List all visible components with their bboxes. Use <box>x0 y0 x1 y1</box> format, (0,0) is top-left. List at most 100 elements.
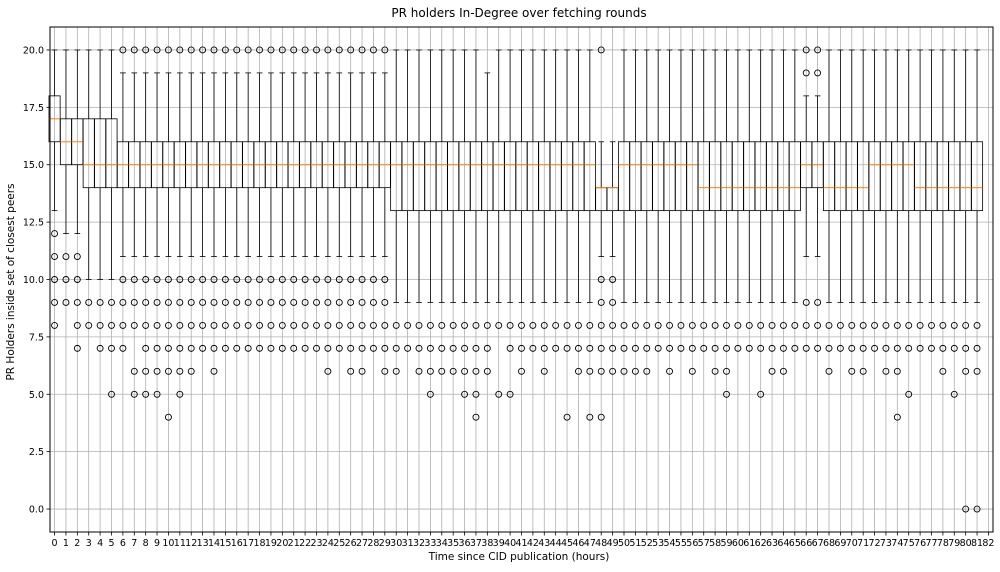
flier <box>723 321 730 329</box>
flier <box>108 344 115 352</box>
flier <box>483 367 491 375</box>
flier <box>278 299 286 306</box>
flier <box>256 46 264 54</box>
flier <box>723 344 730 352</box>
y-tick-label: 7.5 <box>29 332 44 343</box>
flier <box>859 321 867 329</box>
x-tick-label: 12 <box>185 538 197 549</box>
flier <box>153 321 161 329</box>
flier <box>347 367 355 375</box>
flier <box>905 321 913 329</box>
x-tick-label: 9 <box>154 538 160 549</box>
x-tick-label: 79 <box>948 538 960 549</box>
flier <box>199 344 207 352</box>
flier <box>267 46 275 54</box>
flier <box>495 390 503 398</box>
x-tick-label: 65 <box>789 538 801 549</box>
y-tick-label: 20.0 <box>23 45 44 56</box>
x-tick-label: 4 <box>97 538 103 549</box>
flier <box>631 344 639 352</box>
flier <box>586 367 594 375</box>
flier <box>176 344 184 352</box>
flier <box>825 321 833 329</box>
flier <box>130 46 138 54</box>
flier <box>518 321 525 329</box>
box-39 <box>492 49 505 398</box>
box-22 <box>299 46 312 352</box>
flier <box>449 344 457 352</box>
flier <box>802 344 810 352</box>
flier <box>347 46 355 54</box>
flier <box>324 367 332 375</box>
x-tick-label: 5 <box>108 538 114 549</box>
flier <box>711 367 719 375</box>
flier <box>153 299 161 306</box>
flier <box>586 321 594 329</box>
flier <box>426 321 434 329</box>
flier <box>278 46 286 54</box>
flier <box>108 299 115 306</box>
flier <box>723 367 730 375</box>
flier <box>335 46 343 54</box>
flier <box>654 321 662 329</box>
x-tick-label: 78 <box>937 538 949 549</box>
x-tick-label: 76 <box>914 538 926 549</box>
flier <box>73 344 81 352</box>
x-tick-label: 77 <box>925 538 937 549</box>
box-43 <box>538 49 551 375</box>
flier <box>905 344 913 352</box>
x-tick-label: 20 <box>276 538 288 549</box>
flier <box>723 390 730 398</box>
x-tick-label: 7 <box>131 538 137 549</box>
box-26 <box>344 46 357 375</box>
flier <box>666 367 674 375</box>
box-55 <box>674 49 687 352</box>
flier <box>62 276 70 283</box>
flier <box>130 390 138 398</box>
flier <box>278 276 286 283</box>
flier <box>779 321 787 329</box>
x-tick-label: 28 <box>367 538 379 549</box>
flier <box>210 321 218 329</box>
x-tick-label: 0 <box>52 538 58 549</box>
flier <box>233 276 241 283</box>
flier <box>244 276 252 283</box>
flier <box>256 344 264 352</box>
flier <box>540 367 548 375</box>
flier <box>369 321 377 329</box>
flier <box>130 299 138 306</box>
flier <box>518 367 525 375</box>
y-axis-label: PR Holders inside set of closest peers <box>5 183 17 380</box>
box-58 <box>709 49 722 375</box>
box-17 <box>242 46 255 352</box>
flier <box>916 321 924 329</box>
flier <box>814 344 822 352</box>
flier <box>278 321 286 329</box>
flier <box>381 276 389 283</box>
box-66 <box>800 46 813 352</box>
box-70 <box>845 49 858 375</box>
flier <box>108 390 115 398</box>
x-tick-label: 41 <box>515 538 527 549</box>
x-tick-label: 19 <box>265 538 277 549</box>
flier <box>142 367 150 375</box>
flier <box>688 367 696 375</box>
x-tick-label: 43 <box>538 538 550 549</box>
flier <box>415 367 423 375</box>
flier <box>176 367 184 375</box>
flier <box>586 344 594 352</box>
flier <box>472 413 480 421</box>
flier <box>153 276 161 283</box>
flier <box>324 321 332 329</box>
flier <box>290 344 298 352</box>
flier <box>153 344 161 352</box>
flier <box>461 321 469 329</box>
flier <box>518 344 525 352</box>
x-tick-label: 64 <box>777 538 789 549</box>
flier <box>301 321 309 329</box>
box-16 <box>230 46 243 352</box>
x-tick-label: 27 <box>356 538 368 549</box>
flier <box>814 69 822 77</box>
flier <box>73 253 81 260</box>
flier <box>324 344 332 352</box>
